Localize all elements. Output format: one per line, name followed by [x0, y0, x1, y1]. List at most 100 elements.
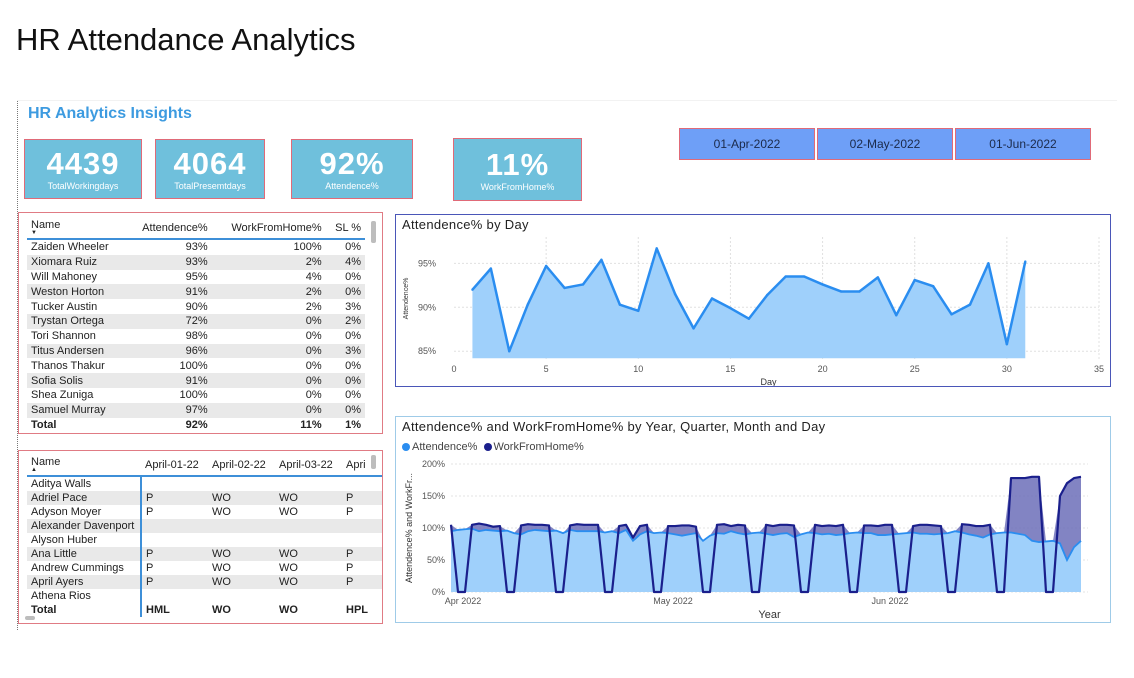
wfh-area	[451, 476, 1081, 560]
table-cell: 0%	[305, 359, 322, 372]
daily-attendance-matrix-panel: Name ▲ April-01-22 April-02-22 April-03-2…	[18, 450, 383, 624]
y-tick-label: 90%	[418, 302, 436, 312]
data-point	[655, 247, 658, 250]
table-cell: Weston Horton	[27, 284, 127, 300]
data-point	[821, 283, 824, 286]
vertical-scrollbar[interactable]	[371, 221, 376, 243]
column-header-date-4[interactable]: Apri	[342, 454, 382, 477]
table-cell	[342, 589, 382, 603]
y-tick-label: 100%	[422, 523, 445, 533]
table-total-cell: 11%	[300, 418, 322, 431]
wfh-line	[449, 475, 1082, 594]
table-cell: 0%	[325, 373, 365, 388]
table-row[interactable]: Alyson Huber	[27, 533, 382, 547]
table-cell	[141, 589, 208, 603]
table-cell: P	[342, 547, 382, 561]
table-row[interactable]: Alexander Davenport	[27, 519, 382, 533]
table-row[interactable]: Adyson Moyer P WO WO P	[27, 505, 382, 519]
data-point	[729, 306, 732, 310]
table-row[interactable]: Ana Little P WO WO P	[27, 547, 382, 561]
table-row[interactable]: Will Mahoney 95% 4% 0%	[27, 270, 365, 285]
x-tick-label: 20	[818, 364, 828, 374]
table-cell: WO	[208, 491, 275, 505]
column-header-date-3[interactable]: April-03-22	[275, 454, 342, 477]
column-header-label: Name	[31, 456, 61, 468]
table-cell: Xiomara Ruiz	[27, 254, 127, 270]
slide-title: HR Attendance Analytics	[16, 22, 356, 57]
table-cell: Aditya Walls	[27, 476, 142, 491]
data-point	[802, 275, 806, 278]
table-row[interactable]: Andrew Cummings P WO WO P	[27, 561, 382, 575]
table-cell: Trystan Ortega	[27, 313, 127, 329]
table-row[interactable]: Tucker Austin 90% 2% 3%	[27, 299, 365, 314]
table-cell: Tori Shannon	[31, 330, 96, 343]
table-cell: Shea Zuniga	[31, 389, 94, 402]
table-row[interactable]: Shea Zuniga 100% 0% 0%	[27, 388, 365, 403]
table-cell: 100%	[293, 241, 322, 254]
table-cell: WO	[212, 506, 231, 518]
x-tick-label: 15	[725, 364, 735, 374]
table-row[interactable]: Titus Andersen 96% 0% 3%	[27, 343, 365, 359]
table-row[interactable]: Athena Rios	[27, 589, 382, 603]
date-filter-may[interactable]: 02-May-2022	[817, 128, 953, 160]
y-tick-label: 85%	[418, 346, 436, 356]
table-cell: 0%	[325, 402, 365, 418]
x-axis-label: Day	[760, 377, 777, 386]
kpi-label: Attendence%	[325, 181, 379, 191]
table-row[interactable]: April Ayers P WO WO P	[27, 575, 382, 589]
y-tick-label: 0%	[432, 587, 445, 597]
attendance-by-day-chart: 0 5 10 15 20 25 30 35 85% 90% 95% Day Attendence%	[403, 237, 1104, 386]
table-cell: Athena Rios	[27, 589, 142, 603]
table-cell: Titus Andersen	[27, 343, 127, 359]
horizontal-scrollbar[interactable]	[25, 616, 35, 620]
table-cell: P	[141, 547, 208, 561]
column-header-attendance[interactable]: Attendence%	[126, 217, 212, 240]
daily-attendance-matrix: Name ▲ April-01-22 April-02-22 April-03-2…	[27, 454, 382, 617]
attendance-area	[451, 528, 1081, 592]
data-point	[692, 327, 695, 330]
data-point	[950, 313, 953, 316]
table-total-cell: HML	[146, 604, 170, 616]
table-total-row: Total 92% 11% 1%	[27, 418, 365, 433]
employee-summary-table: Name ▼ Attendence% WorkFromHome% SL % Zai…	[27, 217, 365, 432]
table-row[interactable]: Thanos Thakur 100% 0% 0%	[27, 358, 365, 373]
x-tick-label: 0	[451, 364, 456, 374]
column-header-wfh[interactable]: WorkFromHome%	[211, 217, 326, 240]
date-filter-jun[interactable]: 01-Jun-2022	[955, 128, 1091, 160]
date-filter-apr[interactable]: 01-Apr-2022	[679, 128, 815, 160]
table-row[interactable]: Adriel Pace P WO WO P	[27, 491, 382, 505]
vertical-scrollbar[interactable]	[371, 455, 376, 469]
table-cell: Tucker Austin	[31, 300, 98, 313]
data-point	[600, 258, 603, 262]
column-header-name[interactable]: Name ▲	[27, 454, 141, 477]
table-row[interactable]: Xiomara Ruiz 93% 2% 4%	[27, 254, 365, 270]
table-cell: 100%	[179, 389, 208, 402]
table-row[interactable]: Aditya Walls	[27, 476, 382, 491]
table-cell: 4%	[325, 254, 365, 270]
column-header-sl[interactable]: SL %	[325, 217, 365, 240]
table-cell: Sofia Solis	[27, 373, 127, 388]
table-cell: 91%	[126, 373, 212, 388]
table-total-cell: 92%	[185, 418, 208, 431]
table-cell: WO	[208, 547, 275, 561]
attendance-wfh-chart-panel: Attendence% and WorkFromHome% by Year, Q…	[395, 416, 1111, 623]
table-row[interactable]: Sofia Solis 91% 0% 0%	[27, 373, 365, 388]
table-cell: 93%	[126, 254, 212, 270]
table-cell: 90%	[185, 300, 208, 313]
table-total-row: Total HML WO WO HPL	[27, 603, 382, 617]
table-header-row: Name ▲ April-01-22 April-02-22 April-03-2…	[27, 454, 382, 477]
table-row[interactable]: Samuel Murray 97% 0% 0%	[27, 402, 365, 418]
table-row[interactable]: Trystan Ortega 72% 0% 2%	[27, 313, 365, 329]
legend-label-attendance: Attendence%	[412, 441, 478, 453]
table-row[interactable]: Zaiden Wheeler 93% 100% 0%	[27, 239, 365, 255]
column-header-date-1[interactable]: April-01-22	[141, 454, 208, 477]
data-point	[581, 283, 585, 286]
table-row[interactable]: Weston Horton 91% 2% 0%	[27, 284, 365, 300]
table-cell	[342, 476, 382, 491]
chart-title: Attendence% by Day	[402, 217, 529, 232]
table-cell: 2%	[325, 313, 365, 329]
column-header-name[interactable]: Name ▼	[27, 217, 127, 240]
column-header-date-2[interactable]: April-02-22	[208, 454, 275, 477]
table-row[interactable]: Tori Shannon 98% 0% 0%	[27, 329, 365, 344]
table-cell: 0%	[211, 373, 326, 388]
